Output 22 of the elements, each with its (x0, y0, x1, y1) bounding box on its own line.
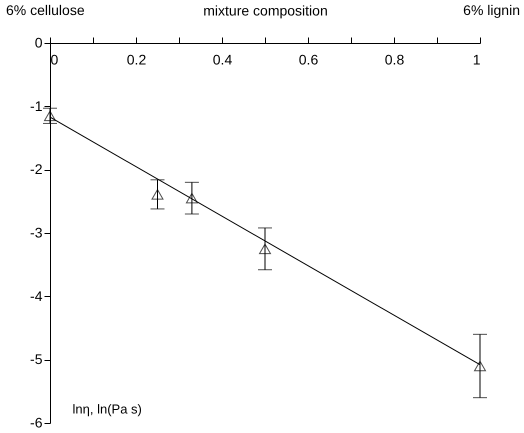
y-tick-label: -1 (30, 98, 43, 114)
text: 6% lignin (463, 2, 520, 18)
text: 6% cellulose (6, 2, 85, 18)
y-tick-label: -2 (30, 161, 43, 178)
x-tick-label: 0.6 (298, 52, 318, 68)
point (186, 192, 198, 204)
x-axis-title: mixture composition (203, 2, 328, 18)
point (152, 189, 164, 200)
point (474, 360, 486, 372)
y-tick-label: -6 (30, 414, 43, 430)
x-tick-label: 0.4 (212, 52, 232, 68)
point (259, 244, 271, 254)
y-axis-title: lnη, ln(Pa s) (72, 402, 142, 416)
x-tick-label: 1 (472, 52, 481, 68)
point (44, 110, 56, 122)
y-tick-label: -5 (30, 351, 43, 368)
x-tick-label: 0.2 (126, 52, 146, 68)
y-tick-label: -3 (30, 224, 43, 240)
x-tick-label: 0 (50, 52, 58, 68)
y-tick-label: 0 (34, 34, 43, 50)
x-tick-label: 0.8 (384, 52, 404, 68)
y-tick-label: -4 (30, 288, 43, 304)
